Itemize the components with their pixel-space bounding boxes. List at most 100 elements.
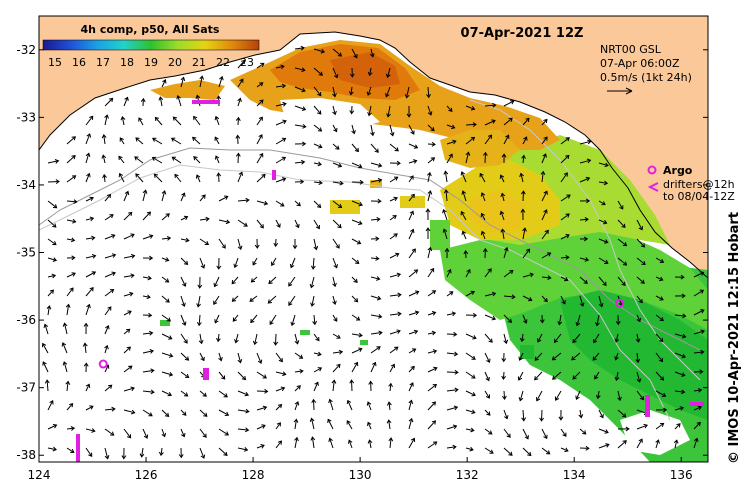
current-vector-head xyxy=(250,278,256,283)
current-vector xyxy=(327,419,334,430)
current-vector xyxy=(104,234,115,240)
current-vector-head xyxy=(529,272,534,278)
current-vector-head xyxy=(61,342,67,347)
colorbar-title: 4h comp, p50, All Sats xyxy=(81,23,220,36)
current-vector-head xyxy=(488,430,493,435)
current-vector-head xyxy=(528,297,533,302)
current-vector xyxy=(655,371,664,381)
current-vector-head xyxy=(171,156,176,161)
current-vector xyxy=(427,420,436,430)
current-vector xyxy=(85,197,94,202)
current-vector xyxy=(332,124,338,132)
current-vector-head xyxy=(296,385,301,390)
current-vector xyxy=(617,390,621,401)
current-vector xyxy=(42,343,49,354)
current-vector-head xyxy=(508,451,513,456)
current-vector xyxy=(389,233,398,240)
current-vector-head xyxy=(603,180,609,186)
current-vector xyxy=(427,384,437,392)
current-vector xyxy=(444,171,448,183)
sst-field xyxy=(150,40,708,462)
colorbar-tick-label: 21 xyxy=(192,56,206,69)
current-vector-head xyxy=(565,213,570,218)
current-vector-head xyxy=(317,161,322,167)
current-vector-head xyxy=(518,397,524,402)
current-vector-head xyxy=(359,179,364,185)
current-vector xyxy=(552,371,562,380)
current-vector-head xyxy=(259,99,264,104)
current-vector-head xyxy=(433,366,438,372)
current-vector xyxy=(579,140,591,145)
current-vector xyxy=(674,352,686,358)
current-vector xyxy=(197,295,201,307)
current-vector-head xyxy=(260,62,265,67)
current-vector-head xyxy=(354,147,359,153)
current-vector-head xyxy=(700,349,705,355)
current-vector-head xyxy=(62,322,68,327)
current-vector xyxy=(47,181,60,183)
current-vector-head xyxy=(396,160,401,166)
current-vector xyxy=(214,276,220,287)
current-vector-head xyxy=(336,363,341,369)
current-vector xyxy=(370,314,382,318)
current-vector xyxy=(235,333,239,343)
current-vector xyxy=(617,257,627,266)
current-vector xyxy=(351,276,358,283)
current-vector xyxy=(256,390,268,392)
current-vector xyxy=(541,295,548,302)
current-vector-head xyxy=(111,271,116,276)
current-vector-head xyxy=(682,313,687,319)
current-vector-head xyxy=(561,300,566,305)
current-vector-head xyxy=(111,406,116,412)
current-vector-head xyxy=(273,242,279,248)
current-vector-head xyxy=(282,119,287,125)
current-vector-head xyxy=(500,192,506,197)
current-vector xyxy=(465,409,475,414)
current-vector-head xyxy=(89,115,94,120)
current-vector xyxy=(256,153,264,164)
current-vector-head xyxy=(638,438,643,443)
current-vector-head xyxy=(406,113,412,118)
colorbar-tick-label: 19 xyxy=(144,56,158,69)
current-vector xyxy=(329,399,334,411)
current-vector-head xyxy=(135,137,140,142)
current-vector-head xyxy=(73,199,78,205)
current-vector-head xyxy=(260,444,265,449)
current-vector-head xyxy=(487,134,493,139)
current-vector xyxy=(313,67,323,76)
current-vector xyxy=(554,333,562,343)
current-vector-head xyxy=(376,346,381,351)
current-vector xyxy=(446,406,458,411)
current-vector-head xyxy=(638,298,643,304)
current-vector xyxy=(275,371,286,375)
current-vector-head xyxy=(415,290,420,295)
current-vector xyxy=(347,400,353,411)
current-vector-head xyxy=(358,332,363,338)
current-vector-head xyxy=(280,386,286,392)
current-vector-head xyxy=(486,358,491,364)
current-vector-head xyxy=(539,319,545,324)
current-vector-head xyxy=(184,373,190,379)
current-vector-head xyxy=(150,368,155,374)
current-vector xyxy=(446,446,456,449)
current-vector xyxy=(693,389,702,392)
current-vector xyxy=(636,219,643,230)
current-vector xyxy=(275,352,283,362)
imos-credit: © IMOS 10-Apr-2021 12:15 Hobart xyxy=(727,212,742,464)
current-vector xyxy=(294,47,305,50)
current-vector-head xyxy=(317,203,322,209)
current-vector xyxy=(693,406,702,411)
current-vector xyxy=(598,200,606,206)
current-vector-head xyxy=(224,411,230,416)
current-vector-head xyxy=(482,151,488,156)
current-vector xyxy=(85,384,90,392)
current-vector xyxy=(180,314,186,326)
current-vector-head xyxy=(139,453,145,458)
lat-tick-label: -33 xyxy=(16,110,36,124)
current-vector-head xyxy=(259,224,264,229)
current-vector xyxy=(66,427,75,430)
current-vector xyxy=(389,197,398,202)
current-vector-head xyxy=(259,82,264,87)
current-vector-head xyxy=(216,265,222,270)
